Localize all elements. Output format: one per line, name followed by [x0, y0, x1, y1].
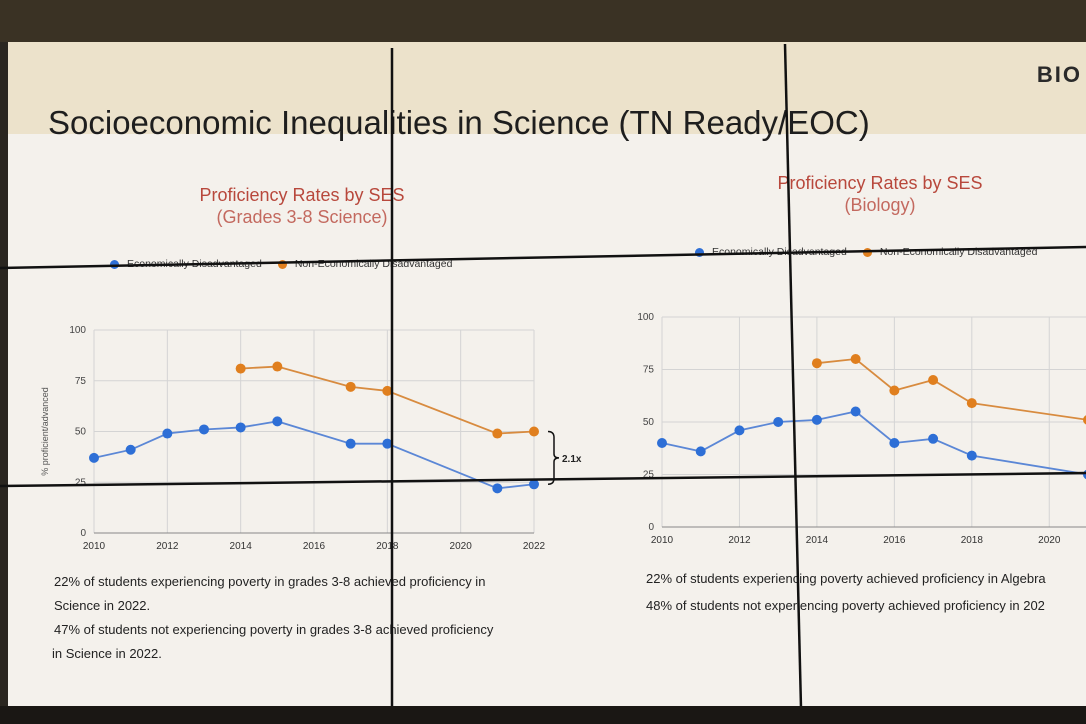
- data-point-non-disadvantaged: [1083, 415, 1086, 425]
- y-tick-label: 50: [643, 417, 655, 428]
- data-point-disadvantaged: [966, 450, 977, 461]
- x-tick-label: 2012: [728, 535, 751, 546]
- data-point-non-disadvantaged: [235, 363, 246, 374]
- data-point-non-disadvantaged: [889, 385, 900, 396]
- series-line-non-disadvantaged: [240, 365, 535, 435]
- y-tick-label: 25: [643, 470, 655, 481]
- series-line-disadvantaged: [661, 410, 1086, 476]
- x-tick-label: 2020: [1038, 535, 1061, 546]
- data-point-non-disadvantaged: [928, 375, 939, 385]
- data-point-disadvantaged: [695, 446, 706, 457]
- data-point-disadvantaged: [382, 438, 393, 449]
- x-tick-label: 2010: [651, 535, 674, 546]
- slide-banner: BIO: [8, 42, 1086, 134]
- x-tick-label: 2012: [156, 541, 179, 552]
- y-tick-label: 75: [75, 376, 87, 387]
- data-point-non-disadvantaged: [272, 361, 283, 372]
- note-left-3: 47% of students not experiencing poverty…: [54, 622, 494, 637]
- x-tick-label: 2018: [961, 535, 984, 546]
- data-point-non-disadvantaged: [811, 358, 822, 369]
- x-tick-label: 2020: [450, 541, 473, 552]
- x-tick-label: 2014: [230, 541, 253, 552]
- ceiling-area: [0, 0, 1086, 42]
- right-chart-title-block: Proficiency Rates by SES (Biology): [730, 172, 1030, 216]
- data-point-disadvantaged: [272, 416, 283, 427]
- ratio-label: 2.1x: [562, 454, 582, 465]
- data-point-disadvantaged: [162, 428, 173, 439]
- data-point-non-disadvantaged: [966, 398, 977, 409]
- x-tick-label: 2016: [883, 535, 906, 546]
- data-point-non-disadvantaged: [492, 428, 503, 439]
- brand-logo: BIO: [1036, 62, 1082, 87]
- note-right-1: 22% of students experiencing poverty ach…: [646, 571, 1046, 586]
- data-point-non-disadvantaged: [345, 381, 356, 392]
- note-left-2: Science in 2022.: [54, 598, 151, 613]
- slide-title: Socioeconomic Inequalities in Science (T…: [48, 104, 870, 141]
- left-chart-title-block: Proficiency Rates by SES (Grades 3-8 Sci…: [152, 184, 452, 228]
- data-point-disadvantaged: [235, 422, 246, 433]
- x-tick-label: 2010: [83, 541, 106, 552]
- x-tick-label: 2018: [376, 541, 399, 552]
- floor-area: [0, 706, 1086, 724]
- data-point-disadvantaged: [345, 438, 356, 449]
- data-point-disadvantaged: [125, 444, 136, 455]
- left-chart-subtitle: (Grades 3-8 Science): [216, 207, 388, 227]
- left-chart-title: Proficiency Rates by SES: [199, 185, 405, 205]
- note-right-2: 48% of students not experiencing poverty…: [646, 598, 1045, 613]
- data-point-disadvantaged: [889, 438, 900, 448]
- series-line-disadvantaged: [93, 420, 535, 490]
- data-point-disadvantaged: [773, 417, 784, 427]
- note-left-1: 22% of students experiencing poverty in …: [54, 574, 486, 589]
- data-point-disadvantaged: [89, 452, 99, 463]
- y-axis-label: % proficient/advanced: [40, 387, 50, 476]
- y-tick-label: 50: [75, 427, 87, 438]
- data-point-disadvantaged: [850, 406, 861, 417]
- right-chart-title: Proficiency Rates by SES: [777, 173, 983, 193]
- projection-screen: BIO: [8, 42, 1086, 708]
- data-point-non-disadvantaged: [529, 426, 539, 437]
- y-tick-label: 75: [643, 365, 655, 376]
- series-line-non-disadvantaged: [816, 358, 1086, 421]
- right-chart-subtitle: (Biology): [844, 195, 916, 215]
- data-point-non-disadvantaged: [850, 354, 861, 364]
- y-tick-label: 0: [648, 522, 654, 533]
- note-left-4: in Science in 2022.: [52, 646, 162, 661]
- y-tick-label: 0: [80, 528, 86, 539]
- data-point-disadvantaged: [199, 424, 209, 435]
- x-tick-label: 2022: [523, 541, 546, 552]
- y-tick-label: 100: [637, 312, 654, 323]
- x-tick-label: 2016: [303, 541, 326, 552]
- y-tick-label: 100: [69, 325, 86, 336]
- data-point-disadvantaged: [734, 425, 745, 436]
- data-point-non-disadvantaged: [382, 385, 393, 396]
- x-tick-label: 2014: [806, 535, 829, 546]
- data-point-disadvantaged: [928, 433, 939, 444]
- data-point-disadvantaged: [657, 438, 667, 448]
- data-point-disadvantaged: [811, 414, 822, 425]
